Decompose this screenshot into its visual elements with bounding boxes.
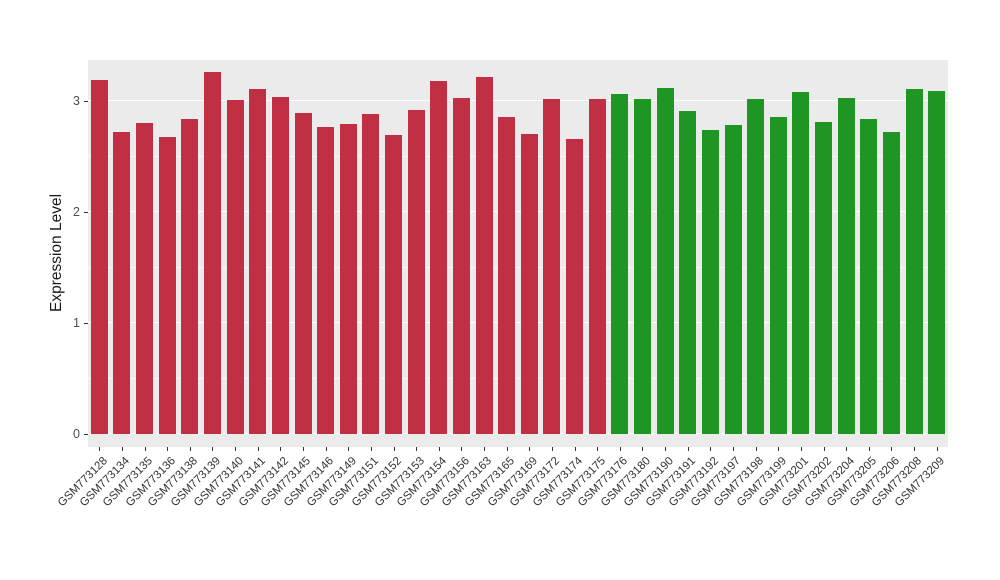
- bar: [339, 124, 357, 434]
- y-tick-mark: [84, 434, 88, 435]
- bar: [633, 98, 651, 434]
- x-tick-mark: [189, 447, 191, 451]
- bar: [724, 125, 742, 434]
- x-tick-mark: [823, 447, 825, 451]
- bar: [475, 76, 493, 434]
- gridline-major: [88, 99, 948, 101]
- y-tick-label: 2: [73, 205, 80, 219]
- gridline-minor: [88, 377, 948, 379]
- gridline-minor: [88, 266, 948, 268]
- bar: [430, 81, 448, 434]
- x-tick-mark: [144, 447, 146, 451]
- x-tick-mark: [303, 447, 304, 451]
- x-tick-mark: [733, 447, 734, 451]
- bar: [181, 118, 199, 434]
- x-tick-mark: [348, 447, 350, 451]
- bar: [158, 136, 176, 434]
- x-tick-mark: [642, 447, 644, 451]
- bar: [656, 87, 674, 434]
- y-tick-label: 3: [73, 94, 80, 108]
- bar: [90, 79, 108, 434]
- x-tick-mark: [121, 447, 123, 451]
- x-tick-mark: [280, 447, 282, 451]
- bar: [566, 138, 584, 434]
- bar: [769, 116, 787, 434]
- bar: [136, 123, 154, 434]
- bar: [385, 135, 403, 434]
- x-tick-mark: [710, 447, 712, 451]
- x-tick-mark: [506, 447, 508, 451]
- bar: [113, 132, 131, 434]
- bar: [520, 134, 538, 434]
- bar: [905, 88, 923, 434]
- x-tick-mark: [438, 447, 440, 451]
- x-tick-mark: [868, 447, 870, 451]
- bar: [498, 116, 516, 434]
- gridline-minor: [88, 155, 948, 157]
- bar: [928, 91, 946, 434]
- x-tick-mark: [393, 447, 395, 451]
- x-tick-mark: [846, 447, 848, 451]
- x-tick-mark: [99, 447, 101, 451]
- x-tick-mark: [665, 447, 667, 451]
- x-tick-mark: [574, 447, 576, 451]
- y-tick-mark: [84, 323, 88, 324]
- bar: [317, 126, 335, 434]
- x-tick-mark: [778, 447, 780, 451]
- x-tick-mark: [529, 447, 531, 451]
- bar: [362, 114, 380, 434]
- bar: [543, 98, 561, 434]
- x-tick-mark: [800, 447, 802, 451]
- bar: [860, 118, 878, 434]
- x-tick-mark: [461, 447, 463, 451]
- bar: [815, 122, 833, 434]
- y-tick-label: 0: [73, 427, 80, 441]
- x-tick-mark: [416, 447, 418, 451]
- bar: [203, 72, 221, 434]
- bar: [747, 98, 765, 434]
- bar: [226, 99, 244, 434]
- bar: [837, 97, 855, 434]
- x-tick-mark: [325, 447, 327, 451]
- bar: [271, 96, 289, 434]
- x-tick-mark: [257, 447, 259, 451]
- bar: [611, 94, 629, 434]
- x-tick-mark: [891, 447, 893, 451]
- x-tick-mark: [484, 447, 486, 451]
- x-tick-mark: [167, 447, 169, 451]
- bar: [882, 132, 900, 434]
- x-tick-mark: [914, 447, 916, 451]
- x-tick-mark: [936, 447, 938, 451]
- y-tick-label: 1: [73, 316, 80, 330]
- bar: [407, 109, 425, 434]
- x-tick-mark: [755, 447, 757, 451]
- gridline-major: [88, 432, 948, 434]
- gridline-major: [88, 321, 948, 323]
- bar: [452, 97, 470, 434]
- gridline-major: [88, 210, 948, 212]
- x-tick-mark: [687, 447, 689, 451]
- bar: [792, 92, 810, 434]
- bar: [701, 129, 719, 434]
- bar: [294, 113, 312, 434]
- x-tick-mark: [212, 447, 214, 451]
- x-tick-mark: [235, 447, 237, 451]
- x-tick-mark: [551, 447, 553, 451]
- x-tick-mark: [597, 447, 599, 451]
- bar: [679, 111, 697, 434]
- y-tick-mark: [84, 101, 88, 102]
- x-tick-mark: [370, 447, 372, 451]
- bar: [249, 88, 267, 434]
- bar: [588, 98, 606, 434]
- x-tick-mark: [619, 447, 621, 451]
- y-tick-mark: [84, 212, 88, 213]
- plot-panel: [88, 60, 948, 447]
